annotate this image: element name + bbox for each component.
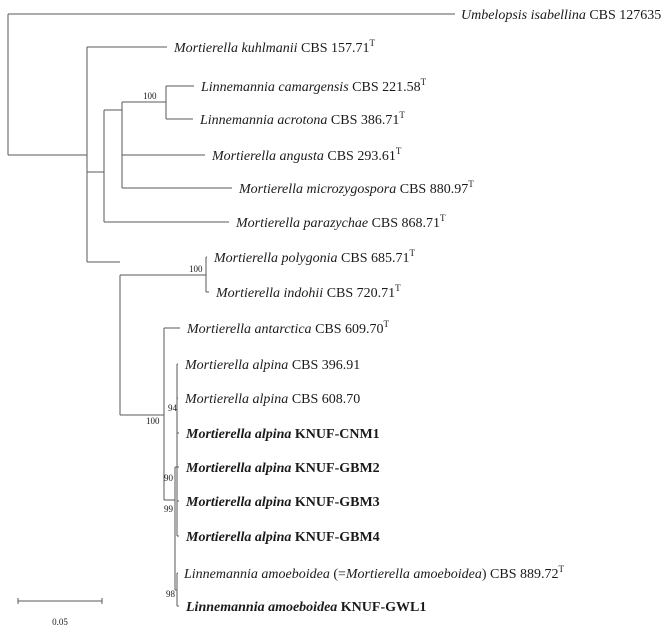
species-name: Mortierella alpina — [184, 392, 288, 407]
strain-id: CBS 396.91 — [292, 358, 360, 373]
strain-id: CBS 293.61 — [327, 149, 395, 164]
type-strain-marker: T — [558, 564, 564, 574]
species-name: Mortierella antarctica — [186, 322, 312, 337]
species-name: Mortierella alpina — [185, 427, 291, 442]
taxon-label-parazychae: Mortierella parazychae CBS 868.71T — [235, 213, 446, 231]
scale-bar-label: 0.05 — [52, 617, 68, 627]
type-strain-marker: T — [468, 179, 474, 189]
strain-id: CBS 386.71 — [331, 113, 399, 128]
type-strain-marker: T — [399, 110, 405, 120]
species-name: Linnemannia amoeboidea — [185, 600, 337, 615]
taxon-label-gbm2: Mortierella alpina KNUF-GBM2 — [185, 461, 380, 476]
bootstrap-linnemannia-pair: 100 — [143, 91, 157, 101]
taxon-label-umbelopsis: Umbelopsis isabellina CBS 127635 — [461, 8, 661, 23]
taxon-label-microzygospora: Mortierella microzygospora CBS 880.97T — [238, 179, 474, 197]
taxon-label-acrotona: Linnemannia acrotona CBS 386.71T — [199, 110, 405, 128]
synonym-close: ) — [482, 567, 487, 582]
strain-id: KNUF-GBM3 — [295, 495, 380, 510]
strain-id: CBS 868.71 — [372, 216, 440, 231]
strain-id: CBS 889.72 — [490, 567, 558, 582]
strain-id: KNUF-CNM1 — [295, 427, 380, 442]
taxon-label-alpina1: Mortierella alpina CBS 396.91 — [184, 358, 360, 373]
taxon-label-gbm4: Mortierella alpina KNUF-GBM4 — [185, 530, 380, 545]
type-strain-marker: T — [421, 77, 427, 87]
taxon-label-alpina2: Mortierella alpina CBS 608.70 — [184, 392, 360, 407]
species-name: Mortierella indohii — [215, 286, 323, 301]
type-strain-marker: T — [440, 213, 446, 223]
taxon-label-gbm3: Mortierella alpina KNUF-GBM3 — [185, 495, 380, 510]
strain-id: CBS 608.70 — [292, 392, 360, 407]
bootstrap-amoeboidea-pair: 98 — [166, 589, 176, 599]
taxon-label-kuhlmanii: Mortierella kuhlmanii CBS 157.71T — [173, 38, 376, 56]
strain-id: KNUF-GBM2 — [295, 461, 380, 476]
taxon-label-angusta: Mortierella angusta CBS 293.61T — [211, 146, 402, 164]
bootstrap-alpina-inner-c: 99 — [164, 504, 174, 514]
strain-id: CBS 685.71 — [341, 251, 409, 266]
strain-id: CBS 157.71 — [301, 41, 369, 56]
taxon-label-antarctica: Mortierella antarctica CBS 609.70T — [186, 319, 390, 337]
species-name: Mortierella parazychae — [235, 216, 368, 231]
strain-id: CBS 609.70 — [315, 322, 383, 337]
species-name: Umbelopsis isabellina — [461, 8, 586, 23]
type-strain-marker: T — [410, 248, 416, 258]
type-strain-marker: T — [384, 319, 390, 329]
strain-id: KNUF-GBM4 — [295, 530, 380, 545]
species-name: Mortierella polygonia — [213, 251, 338, 266]
type-strain-marker: T — [396, 146, 402, 156]
species-name: Mortierella alpina — [185, 530, 291, 545]
type-strain-marker: T — [370, 38, 376, 48]
species-name: Linnemannia camargensis — [200, 80, 349, 95]
taxon-label-indohii: Mortierella indohii CBS 720.71T — [215, 283, 401, 301]
species-name: Mortierella alpina — [184, 358, 288, 373]
species-name: Mortierella angusta — [211, 149, 324, 164]
synonym-open: (= — [330, 567, 346, 582]
synonym-name: Mortierella amoeboidea — [345, 567, 482, 582]
taxon-label-polygonia: Mortierella polygonia CBS 685.71T — [213, 248, 416, 266]
strain-id: CBS 127635 — [589, 8, 661, 23]
strain-id: KNUF-GWL1 — [341, 600, 427, 615]
taxon-label-camargensis: Linnemannia camargensis CBS 221.58T — [200, 77, 427, 95]
species-name: Mortierella alpina — [185, 495, 291, 510]
taxon-label-gwl1: Linnemannia amoeboidea KNUF-GWL1 — [185, 600, 426, 615]
species-name: Mortierella kuhlmanii — [173, 41, 298, 56]
bootstrap-alpina-group: 100 — [146, 416, 160, 426]
bootstrap-alpina-inner-a: 94 — [168, 403, 178, 413]
species-name: Mortierella microzygospora — [238, 182, 396, 197]
strain-id: CBS 880.97 — [400, 182, 468, 197]
type-strain-marker: T — [395, 283, 401, 293]
species-name: Mortierella alpina — [185, 461, 291, 476]
strain-id: CBS 720.71 — [327, 286, 395, 301]
species-name: Linnemannia amoeboidea — [183, 567, 330, 582]
taxon-label-cnm1: Mortierella alpina KNUF-CNM1 — [185, 427, 380, 442]
bootstrap-alpina-inner-b: 90 — [164, 473, 174, 483]
species-name: Linnemannia acrotona — [199, 113, 327, 128]
taxon-label-amoeboidea: Linnemannia amoeboidea (=Mortierella amo… — [183, 564, 564, 582]
bootstrap-polygonia-indohii: 100 — [189, 264, 203, 274]
strain-id: CBS 221.58 — [352, 80, 420, 95]
